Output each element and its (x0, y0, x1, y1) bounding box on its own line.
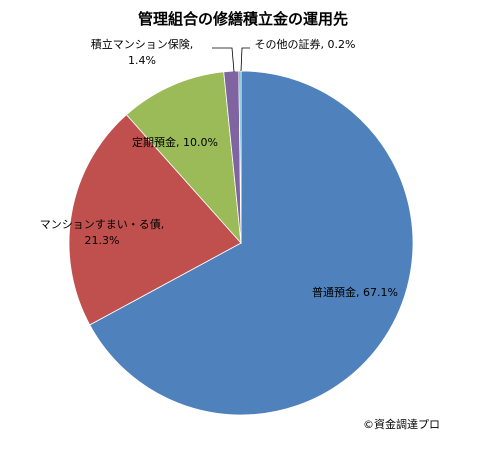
slice-labels: 普通預金, 67.1% マンションすまい・る債, 21.3% 定期預金, 10.0% 積… (40, 37, 398, 299)
pie-slice-4 (238, 70, 242, 244)
pie-slice-2 (125, 71, 242, 245)
chart-title: 管理組合の修繕積立金の運用先 (138, 10, 348, 28)
pie-slice-1 (68, 114, 242, 326)
copyright-credit: ©資金調達プロ (363, 417, 440, 431)
pie-slice-0 (89, 70, 414, 416)
leader-lines (212, 47, 250, 73)
slice-label-0: 普通預金, 67.1% (312, 285, 398, 299)
slice-label-1: マンションすまい・る債, 21.3% (40, 217, 165, 247)
leader-line-4 (240, 47, 250, 72)
slice-label-2: 定期預金, 10.0% (132, 135, 218, 149)
slice-label-3: 積立マンション保険, 1.4% (91, 37, 194, 67)
leader-line-3 (212, 47, 235, 73)
pie-slices (68, 70, 414, 416)
slice-label-4: その他の証券, 0.2% (255, 37, 356, 51)
